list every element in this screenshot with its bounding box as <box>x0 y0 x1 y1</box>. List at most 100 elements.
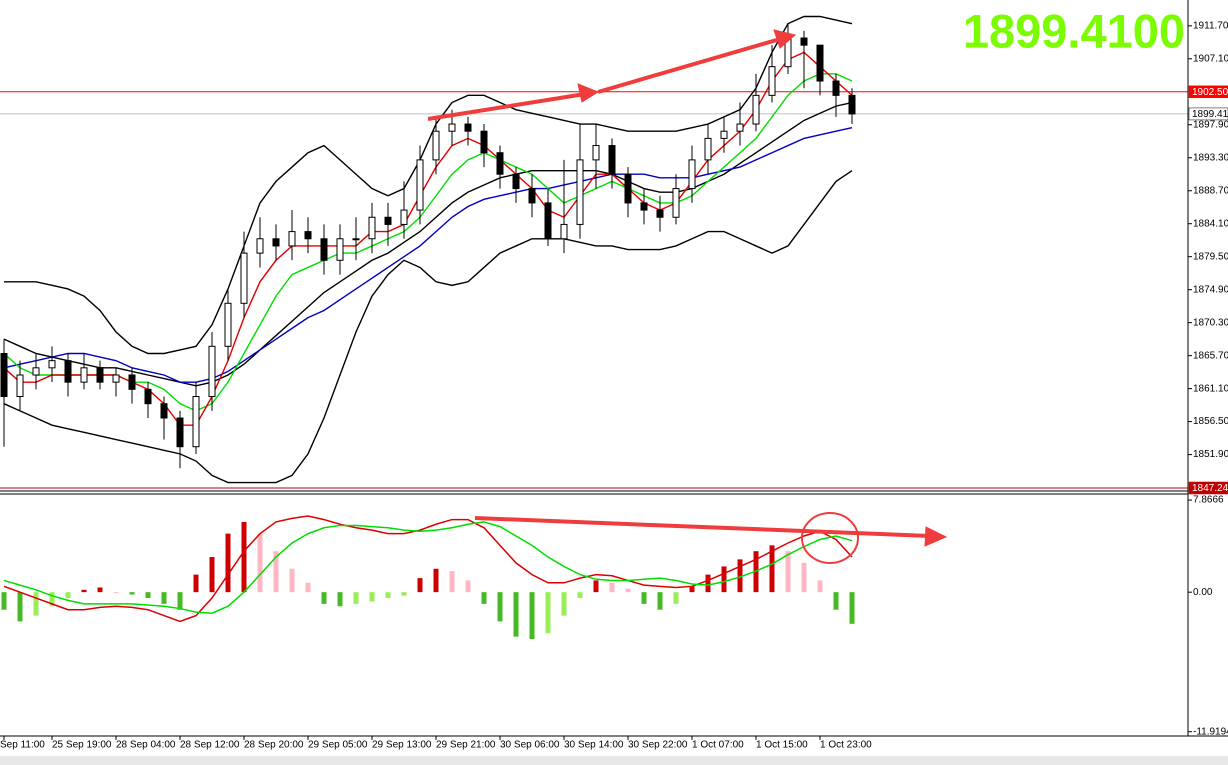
indicator-line <box>3 73 853 412</box>
candle-body <box>416 159 424 211</box>
candle-body <box>560 223 568 240</box>
trend-arrow <box>474 516 931 538</box>
histogram-bar <box>49 592 55 607</box>
histogram-bar <box>161 592 167 604</box>
candle-body <box>368 216 376 240</box>
histogram-bar <box>129 592 135 595</box>
histogram-bar <box>593 580 599 593</box>
x-tick-label: 28 Sep 04:00 <box>116 740 176 751</box>
candle-body <box>96 367 104 383</box>
x-tick-label: Sep 11:00 <box>0 740 45 751</box>
candle-body <box>256 238 264 254</box>
annotations <box>427 29 948 564</box>
histogram-bar <box>1 592 7 610</box>
histogram-bar <box>353 592 359 604</box>
histogram-bar <box>529 592 535 639</box>
price-display: 1899.4100 <box>963 4 1185 57</box>
y-tick-label: 1897.90 <box>1193 119 1228 130</box>
candle-body <box>384 216 392 225</box>
candle-body <box>768 66 776 96</box>
histogram-bar <box>673 592 679 604</box>
candle-body <box>288 231 296 247</box>
histogram-bar <box>641 592 647 604</box>
candle-body <box>464 123 472 132</box>
histogram-bar <box>81 589 87 593</box>
x-tick-label: 1 Oct 15:00 <box>756 740 808 751</box>
y-tick-label: 1888.70 <box>1193 185 1228 196</box>
price-label-box <box>1188 481 1228 495</box>
x-tick-label: 25 Sep 19:00 <box>52 740 112 751</box>
arrow-head <box>924 526 948 547</box>
candle-body <box>608 145 616 175</box>
y-tick-label: 1907.10 <box>1193 53 1228 64</box>
candle-body <box>496 152 504 175</box>
x-tick-label: 29 Sep 05:00 <box>308 740 368 751</box>
candle-body <box>352 238 360 241</box>
tab-strip <box>0 756 1228 765</box>
histogram-bar <box>289 568 295 593</box>
candle-body <box>480 130 488 154</box>
candle-body <box>240 252 248 304</box>
histogram-bar <box>433 568 439 593</box>
y-tick-label: 1856.50 <box>1193 416 1228 427</box>
histogram-bar <box>273 551 279 593</box>
y-tick-label: 1893.30 <box>1193 152 1228 163</box>
arrow-head <box>577 83 600 103</box>
candle-body <box>816 44 824 82</box>
histogram-bar <box>465 580 471 593</box>
arrow-head <box>773 29 797 49</box>
candle-body <box>432 130 440 161</box>
histogram-bar <box>65 592 71 599</box>
histogram-bar <box>401 592 407 596</box>
candle-body <box>800 37 808 46</box>
candle-body <box>688 159 696 190</box>
x-tick-label: 29 Sep 13:00 <box>372 740 432 751</box>
histogram-bar <box>561 592 567 616</box>
histogram-bar <box>385 592 391 599</box>
indicator-line <box>4 15 853 355</box>
candle-body <box>720 130 728 139</box>
y-tick-label: 1865.70 <box>1193 350 1228 361</box>
y-tick-label: 7.8666 <box>1193 495 1224 506</box>
histogram-bar <box>337 592 343 607</box>
histogram-bar <box>33 592 39 616</box>
x-tick-label: 29 Sep 21:00 <box>436 740 496 751</box>
candle-body <box>848 94 856 115</box>
candle-body <box>672 188 680 218</box>
histogram-bar <box>321 592 327 604</box>
histogram-bar <box>369 592 375 602</box>
histogram-bar <box>193 574 199 593</box>
candle-body <box>832 80 840 96</box>
indicator-line <box>3 170 853 484</box>
histogram-bar <box>737 559 743 593</box>
histogram-bar <box>833 592 839 610</box>
candle-body <box>208 345 216 398</box>
x-tick-label: 30 Sep 22:00 <box>628 740 688 751</box>
candle-body <box>544 202 552 240</box>
histogram-bar <box>497 592 503 622</box>
histogram-bar <box>689 586 695 593</box>
candle-body <box>576 159 584 225</box>
candle-body <box>704 137 712 161</box>
candle-body <box>304 231 312 240</box>
histogram-bar <box>417 578 423 593</box>
candle-body <box>752 94 760 125</box>
candle-body <box>448 123 456 132</box>
candle-body <box>48 360 56 369</box>
price-label: 1847.24 <box>1192 483 1228 494</box>
candle-body <box>528 188 536 204</box>
histogram-bar <box>513 592 519 637</box>
trend-arrow <box>597 37 781 94</box>
histogram-bar <box>769 545 775 593</box>
histogram-bar <box>785 551 791 593</box>
macd-line <box>3 515 853 623</box>
histogram-bar <box>577 592 583 599</box>
candle-body <box>224 302 232 347</box>
histogram-bar <box>241 521 247 593</box>
highlight-circle <box>801 512 859 564</box>
candle-body <box>80 367 88 383</box>
candle-body <box>592 145 600 161</box>
histogram-bar <box>97 587 103 593</box>
